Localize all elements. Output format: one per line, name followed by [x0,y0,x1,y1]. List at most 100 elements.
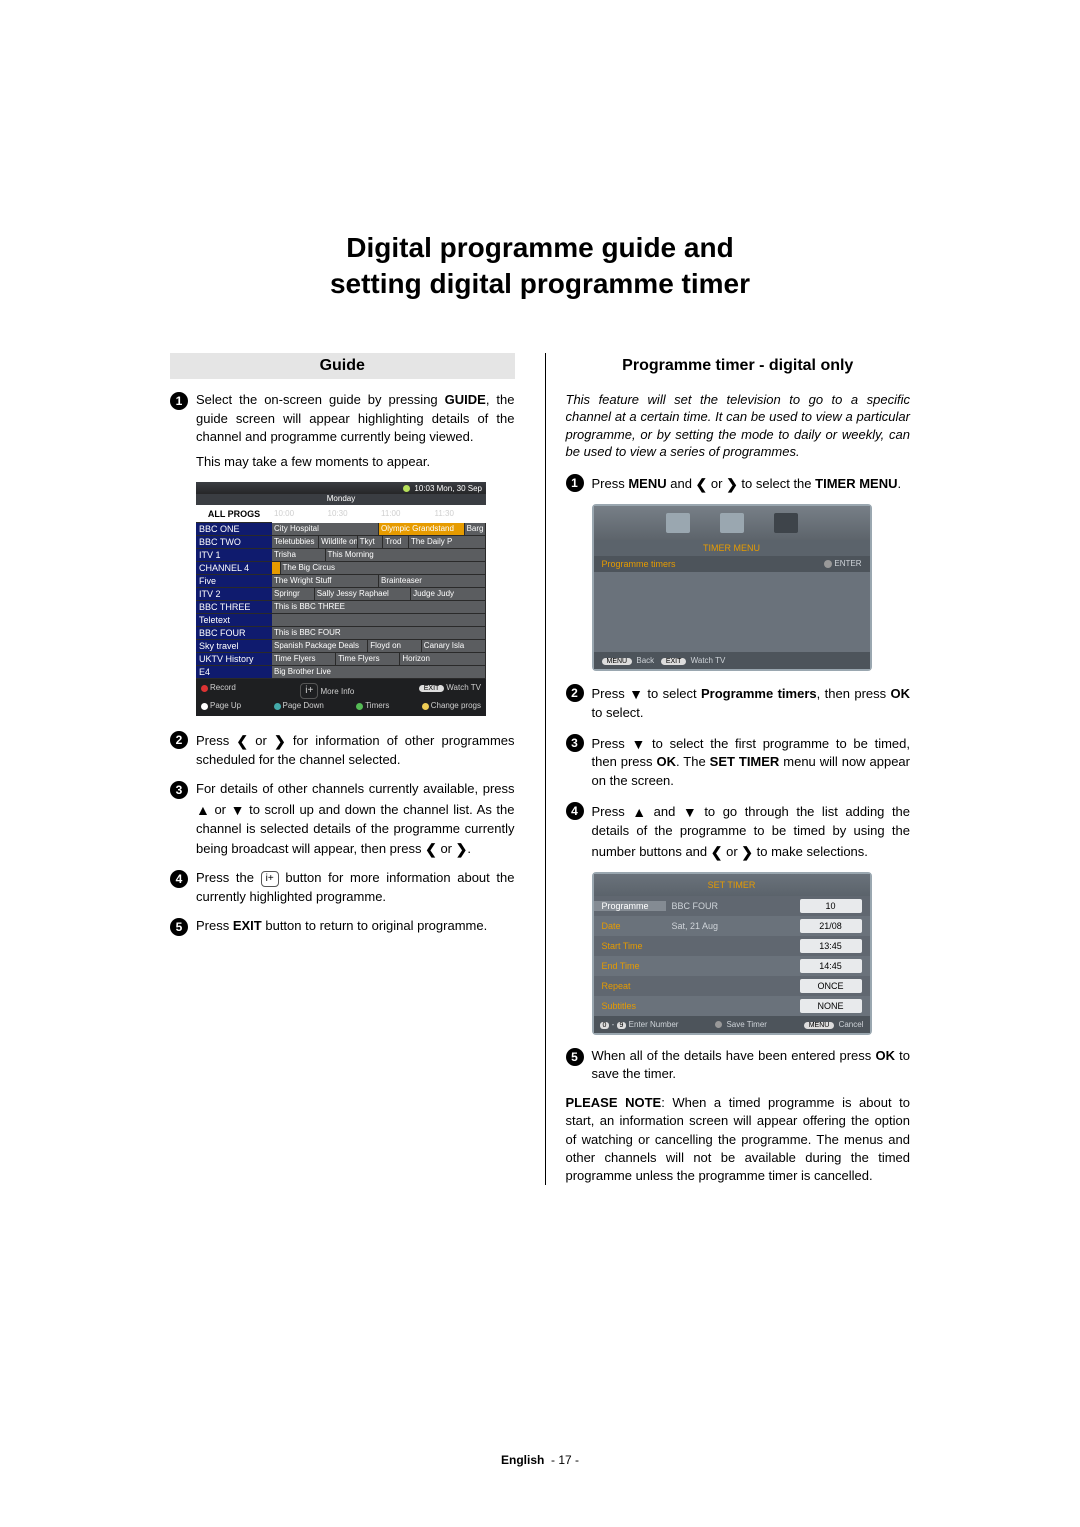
set-timer-box: ONCE [800,979,862,993]
page-title: Digital programme guide and setting digi… [170,230,910,303]
guide-step-2: 2 Press ❮ or ❯ for information of other … [170,730,515,770]
guide-day: Monday [196,494,486,505]
columns: Guide 1 Select the on-screen guide by pr… [170,353,910,1185]
guide-programme: City Hospital [272,523,379,535]
guide-channel: BBC TWO [196,536,272,549]
guide-programme: Tkyt [358,536,384,548]
guide-row [272,614,486,627]
guide-time: 10:00 [272,505,326,523]
right-column: Programme timer - digital only This feat… [545,353,911,1185]
guide-programme: Canary Isla [422,640,486,652]
guide-channel: ITV 1 [196,549,272,562]
guide-topbar: 10:03 Mon, 30 Sep [196,482,486,494]
set-timer-box: 14:45 [800,959,862,973]
set-timer-footer: 0 - 9 Enter Number Save Timer MENU Cance… [594,1016,870,1033]
guide-programme: Barg [465,523,486,535]
timer-header: Programme timer - digital only [566,353,911,379]
guide-row: SpringrSally Jessy RaphaelJudge Judy [272,588,486,601]
guide-programme: Wildlife on [319,536,358,548]
guide-row: Time FlyersTime FlyersHorizon [272,653,486,666]
guide-row: Big Brother Live [272,666,486,679]
guide-screenshot: 10:03 Mon, 30 Sep Monday ALL PROGSBBC ON… [196,482,486,716]
info-button-icon: i+ [261,871,279,887]
tab-icon [720,513,744,533]
guide-programme: This is BBC FOUR [272,627,486,639]
bullet-1: 1 [170,392,188,410]
guide-row: TeletubbiesWildlife onTkytTrodThe Daily … [272,536,486,549]
guide-grid: 10:0010:3011:0011:30 City HospitalOlympi… [272,505,486,679]
set-timer-label: Subtitles [594,1001,666,1011]
timer-menu-screenshot: TIMER MENU Programme timers ENTER MENU B… [592,504,872,671]
guide-programme: Brainteaser [379,575,486,587]
guide-row: This is BBC FOUR [272,627,486,640]
guide-channel: ALL PROGS [196,505,272,523]
set-timer-row: DateSat, 21 Aug21/08 [594,916,870,936]
please-note: PLEASE NOTE: When a timed programme is a… [566,1094,911,1185]
guide-step-3: 3 For details of other channels currentl… [170,780,515,859]
set-timer-box: 21/08 [800,919,862,933]
set-timer-label: End Time [594,961,666,971]
set-timer-box: NONE [800,999,862,1013]
guide-programme: Trod [383,536,409,548]
guide-channel: BBC ONE [196,523,272,536]
guide-programme: Time Flyers [336,653,400,665]
guide-programme: Floyd on [368,640,422,652]
guide-row: TrishaThis Morning [272,549,486,562]
chevron-left-icon: ❮ [236,731,248,751]
guide-step-1: 1 Select the on-screen guide by pressing… [170,391,515,472]
timer-step-4: 4 Press ▲ and ▼ to go through the list a… [566,801,911,862]
set-timer-row: ProgrammeBBC FOUR10 [594,896,870,916]
guide-time: 11:30 [433,505,487,523]
set-timer-box: 10 [800,899,862,913]
chevron-right-icon: ❯ [274,731,286,751]
tab-icon [666,513,690,533]
timer-step-5: 5 When all of the details have been ente… [566,1047,911,1085]
timer-step-1: 1 Press MENU and ❮ or ❯ to select the TI… [566,473,911,494]
set-timer-value: Sat, 21 Aug [666,921,800,931]
page: Digital programme guide and setting digi… [0,0,1080,1527]
guide-channel: Sky travel [196,640,272,653]
guide-programme: Judge Judy [411,588,486,600]
guide-row: City HospitalOlympic GrandstandBarg [272,523,486,536]
guide-channel: Five [196,575,272,588]
timer-step-3: 3 Press ▼ to select the first programme … [566,733,911,792]
guide-programme: Horizon [400,653,486,665]
set-timer-label: Programme [594,901,666,911]
set-timer-screenshot: SET TIMER ProgrammeBBC FOUR10DateSat, 21… [592,872,872,1035]
timer-intro: This feature will set the television to … [566,391,911,461]
page-footer: English - 17 - [0,1453,1080,1467]
guide-programme: The Wright Stuff [272,575,379,587]
guide-programme: Trisha [272,549,326,561]
guide-time: 10:30 [326,505,380,523]
guide-step-5: 5 Press EXIT button to return to origina… [170,917,515,936]
set-timer-row: Subtitles NONE [594,996,870,1016]
tab-icon [774,513,798,533]
guide-programme: This is BBC THREE [272,601,486,613]
guide-channel: BBC THREE [196,601,272,614]
guide-footer: Record i+ More Info EXITWatch TV Page Up… [196,679,486,716]
guide-programme: Spanish Package Deals [272,640,368,652]
guide-programme: Big Brother Live [272,666,486,678]
guide-row: This is BBC THREE [272,601,486,614]
set-timer-row: Start Time13:45 [594,936,870,956]
guide-programme: Sally Jessy Raphael [315,588,411,600]
timer-step-2: 2 Press ▼ to select Programme timers, th… [566,683,911,723]
guide-row: The Big Circus [272,562,486,575]
chevron-up-icon: ▲ [196,800,210,820]
set-timer-label: Start Time [594,941,666,951]
chevron-down-icon: ▼ [231,800,245,820]
set-timer-row: RepeatONCE [594,976,870,996]
guide-programme: The Big Circus [281,562,486,574]
timer-menu-item: Programme timers ENTER [594,556,870,572]
guide-channel: UKTV History [196,653,272,666]
guide-header: Guide [170,353,515,379]
guide-programme: Time Flyers [272,653,336,665]
title-line1: Digital programme guide and [346,232,733,263]
guide-programme: The Daily P [409,536,486,548]
set-timer-label: Date [594,921,666,931]
guide-row: Spanish Package DealsFloyd onCanary Isla [272,640,486,653]
guide-programme: Olympic Grandstand [379,523,465,535]
guide-channel: BBC FOUR [196,627,272,640]
guide-channel: CHANNEL 4 [196,562,272,575]
guide-programme: Springr [272,588,315,600]
